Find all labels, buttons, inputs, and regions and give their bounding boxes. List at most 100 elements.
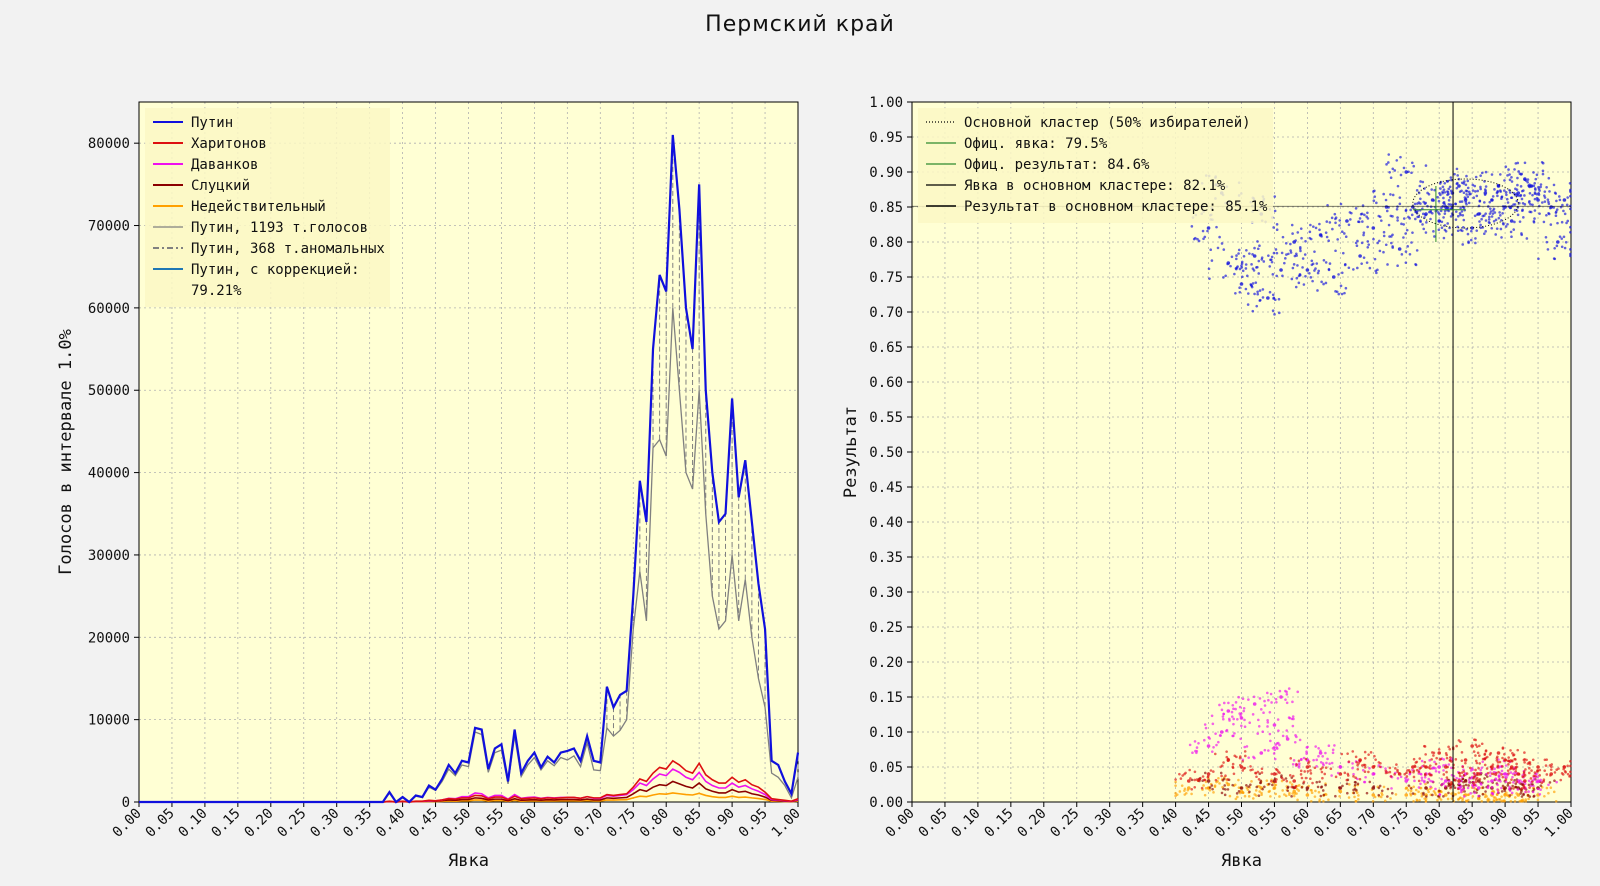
scatter-point: [1280, 251, 1284, 255]
scatter-point: [1260, 767, 1264, 771]
hist-x-tick-label: 0.95: [736, 806, 771, 841]
scatter-point: [1290, 795, 1293, 798]
scatter-point: [1420, 759, 1424, 763]
scatter-point: [1539, 185, 1542, 189]
scatter-point: [1258, 298, 1262, 302]
scatter-point: [1399, 155, 1402, 159]
scatter-point: [1475, 194, 1479, 198]
scatter-point: [1297, 784, 1301, 787]
scatter-point: [1382, 785, 1386, 789]
hist-x-tick-label: 0.15: [209, 806, 244, 841]
scatter-point: [1513, 208, 1517, 212]
scatter-point: [1288, 774, 1292, 777]
scatter-point: [1474, 237, 1477, 240]
scatter-point: [1479, 768, 1482, 772]
scatter-point: [1523, 751, 1526, 754]
scatter-point: [1532, 184, 1536, 188]
scatter-y-tick-label: 0.00: [869, 795, 903, 811]
scatter-point: [1398, 202, 1402, 206]
scatter-y-tick-label: 0.95: [869, 130, 903, 146]
scatter-point: [1494, 233, 1497, 236]
scatter-point: [1455, 776, 1458, 780]
scatter-point: [1413, 765, 1417, 768]
scatter-point: [1538, 768, 1542, 772]
scatter-point: [1232, 717, 1236, 721]
scatter-point: [1458, 190, 1462, 193]
scatter-point: [1478, 778, 1482, 781]
scatter-point: [1459, 206, 1462, 210]
scatter-x-tick-label: 0.70: [1344, 806, 1379, 841]
main-cluster-outline: [1412, 178, 1519, 229]
hist-y-tick-label: 30000: [88, 548, 130, 564]
scatter-point: [1479, 187, 1482, 191]
scatter-point: [1460, 759, 1464, 762]
scatter-point: [1232, 722, 1235, 726]
scatter-point: [1545, 213, 1548, 217]
scatter-point: [1291, 724, 1295, 728]
scatter-point: [1283, 261, 1286, 265]
scatter-point: [1513, 800, 1517, 803]
scatter-point: [1256, 240, 1259, 243]
scatter-point: [1258, 697, 1262, 700]
scatter-point: [1492, 796, 1496, 799]
scatter-point: [1531, 203, 1534, 207]
scatter-point: [1514, 785, 1517, 789]
scatter-point: [1235, 254, 1238, 257]
scatter-point: [1335, 290, 1339, 294]
scatter-point: [1412, 775, 1416, 779]
scatter-point: [1321, 776, 1324, 780]
scatter-point: [1460, 771, 1464, 774]
scatter-point: [1404, 170, 1409, 174]
scatter-point: [1363, 766, 1367, 769]
scatter-point: [1499, 214, 1502, 217]
scatter-point: [1415, 768, 1419, 772]
scatter-point: [1321, 762, 1325, 765]
scatter-y-tick-label: 0.55: [869, 410, 903, 426]
scatter-point: [1210, 259, 1214, 262]
scatter-point: [1190, 787, 1194, 791]
scatter-point: [1474, 780, 1478, 784]
scatter-point: [1476, 786, 1481, 790]
hist-legend-label: Слуцкий: [191, 178, 250, 194]
scatter-point: [1358, 777, 1362, 781]
hist-x-tick-label: 1.00: [769, 806, 804, 841]
scatter-point: [1325, 220, 1329, 223]
scatter-point: [1447, 745, 1450, 749]
scatter-point: [1363, 750, 1367, 754]
scatter-point: [1496, 791, 1500, 794]
scatter-point: [1391, 215, 1394, 218]
scatter-point: [1543, 200, 1547, 203]
scatter-point: [1469, 238, 1473, 242]
scatter-point: [1539, 778, 1543, 782]
scatter-point: [1477, 794, 1480, 798]
scatter-point: [1291, 715, 1295, 718]
scatter-point: [1504, 190, 1508, 194]
scatter-point: [1538, 774, 1541, 777]
scatter-point: [1322, 793, 1326, 797]
scatter-y-tick-label: 0.50: [869, 445, 903, 461]
scatter-point: [1338, 794, 1341, 798]
scatter-point: [1495, 798, 1499, 801]
scatter-point: [1348, 211, 1352, 214]
scatter-point: [1310, 789, 1313, 792]
hist-y-tick-label: 20000: [88, 630, 130, 646]
scatter-point: [1500, 790, 1504, 793]
scatter-point: [1363, 770, 1367, 774]
scatter-point: [1278, 795, 1281, 798]
scatter-point: [1254, 771, 1257, 775]
scatter-point: [1298, 738, 1302, 742]
scatter-point: [1492, 770, 1496, 774]
scatter-frame: [911, 101, 1572, 803]
scatter-point: [1500, 786, 1503, 790]
scatter-point: [1316, 289, 1319, 292]
scatter-point: [1239, 737, 1242, 741]
scatter-point: [1326, 757, 1329, 761]
scatter-point: [1440, 783, 1444, 786]
scatter-point: [1334, 216, 1338, 219]
hist-y-tick-label: 60000: [88, 301, 130, 317]
scatter-point: [1424, 753, 1427, 756]
scatter-point: [1508, 781, 1512, 784]
scatter-point: [1362, 256, 1366, 259]
scatter-point: [1226, 709, 1231, 713]
scatter-point: [1421, 180, 1425, 184]
